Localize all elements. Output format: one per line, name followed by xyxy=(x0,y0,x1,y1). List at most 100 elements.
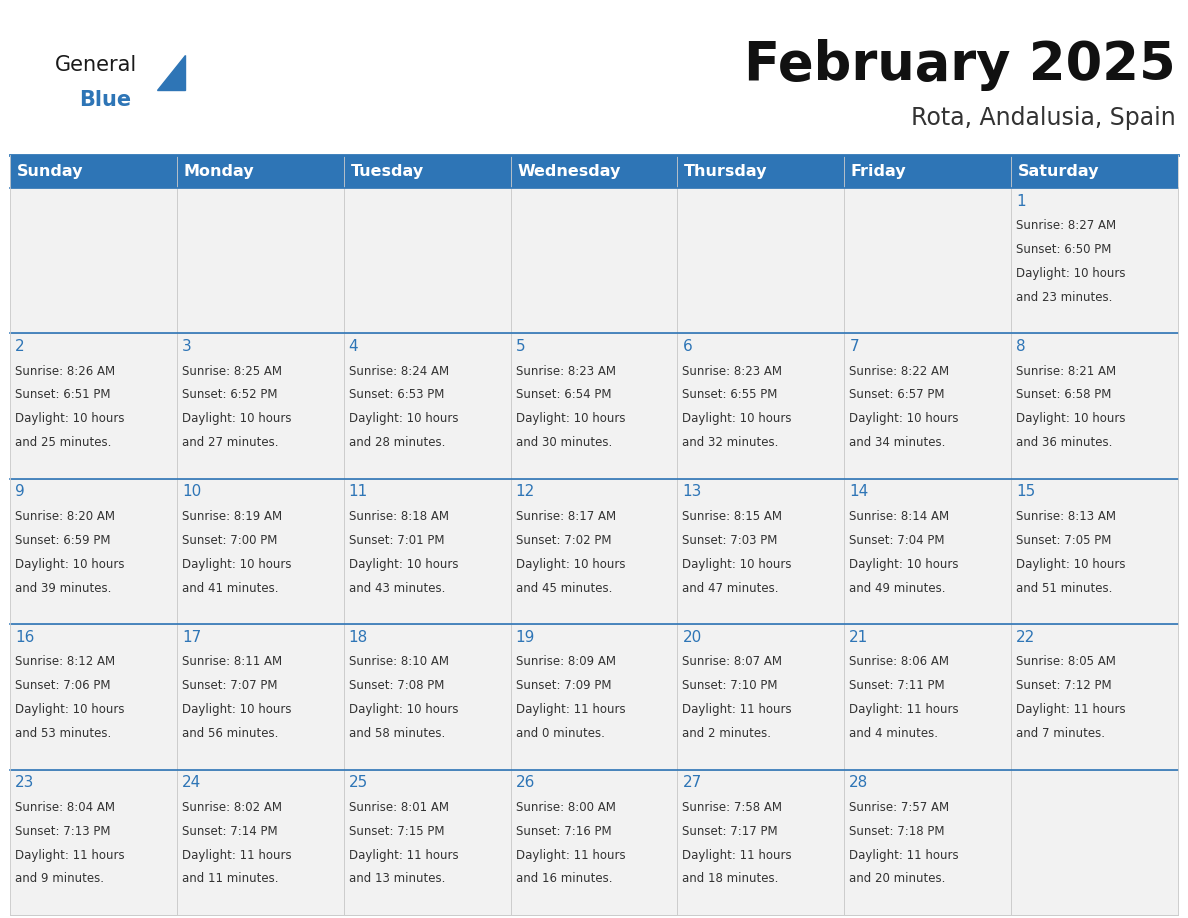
Text: Sunrise: 8:07 AM: Sunrise: 8:07 AM xyxy=(682,655,783,668)
Text: Sunrise: 8:02 AM: Sunrise: 8:02 AM xyxy=(182,800,282,814)
Text: Daylight: 10 hours: Daylight: 10 hours xyxy=(682,558,792,571)
Text: 2: 2 xyxy=(15,339,25,354)
Text: and 11 minutes.: and 11 minutes. xyxy=(182,872,278,886)
Text: and 23 minutes.: and 23 minutes. xyxy=(1016,291,1112,304)
Text: Sunrise: 8:11 AM: Sunrise: 8:11 AM xyxy=(182,655,282,668)
Text: Blue: Blue xyxy=(78,90,131,110)
Bar xyxy=(845,188,1011,333)
Text: Sunrise: 8:13 AM: Sunrise: 8:13 AM xyxy=(1016,510,1117,523)
Bar xyxy=(677,188,845,333)
Text: Sunrise: 8:06 AM: Sunrise: 8:06 AM xyxy=(849,655,949,668)
Text: Daylight: 11 hours: Daylight: 11 hours xyxy=(1016,703,1126,716)
Text: 1: 1 xyxy=(1016,194,1025,208)
Text: Sunset: 7:12 PM: Sunset: 7:12 PM xyxy=(1016,679,1112,692)
Text: Sunset: 7:09 PM: Sunset: 7:09 PM xyxy=(516,679,611,692)
Text: Daylight: 10 hours: Daylight: 10 hours xyxy=(349,703,459,716)
Text: and 32 minutes.: and 32 minutes. xyxy=(682,436,779,449)
Text: 10: 10 xyxy=(182,485,201,499)
Text: 27: 27 xyxy=(682,775,702,790)
Text: Sunrise: 8:17 AM: Sunrise: 8:17 AM xyxy=(516,510,615,523)
Text: Sunrise: 7:58 AM: Sunrise: 7:58 AM xyxy=(682,800,783,814)
Text: Sunset: 7:08 PM: Sunset: 7:08 PM xyxy=(349,679,444,692)
Text: 18: 18 xyxy=(349,630,368,644)
Text: and 45 minutes.: and 45 minutes. xyxy=(516,582,612,595)
Text: Sunrise: 8:25 AM: Sunrise: 8:25 AM xyxy=(182,364,282,377)
Text: and 53 minutes.: and 53 minutes. xyxy=(15,727,112,740)
Bar xyxy=(10,188,177,333)
Text: Daylight: 11 hours: Daylight: 11 hours xyxy=(682,703,792,716)
Text: Sunrise: 8:15 AM: Sunrise: 8:15 AM xyxy=(682,510,783,523)
Bar xyxy=(677,769,845,915)
Text: 7: 7 xyxy=(849,339,859,354)
Text: Sunrise: 8:10 AM: Sunrise: 8:10 AM xyxy=(349,655,449,668)
Text: and 0 minutes.: and 0 minutes. xyxy=(516,727,605,740)
Text: 17: 17 xyxy=(182,630,201,644)
Text: Sunrise: 8:27 AM: Sunrise: 8:27 AM xyxy=(1016,219,1117,232)
Bar xyxy=(845,624,1011,769)
Text: Sunset: 7:01 PM: Sunset: 7:01 PM xyxy=(349,534,444,547)
Text: Thursday: Thursday xyxy=(684,164,767,179)
Bar xyxy=(511,155,677,188)
Text: Monday: Monday xyxy=(183,164,254,179)
Polygon shape xyxy=(157,55,185,90)
Text: and 2 minutes.: and 2 minutes. xyxy=(682,727,771,740)
Text: Sunset: 6:54 PM: Sunset: 6:54 PM xyxy=(516,388,611,401)
Text: Sunrise: 8:00 AM: Sunrise: 8:00 AM xyxy=(516,800,615,814)
Bar xyxy=(10,624,177,769)
Text: Sunrise: 8:26 AM: Sunrise: 8:26 AM xyxy=(15,364,115,377)
Text: February 2025: February 2025 xyxy=(745,39,1176,91)
Text: Sunrise: 8:24 AM: Sunrise: 8:24 AM xyxy=(349,364,449,377)
Bar xyxy=(511,624,677,769)
Text: Sunset: 7:18 PM: Sunset: 7:18 PM xyxy=(849,824,944,838)
Text: Daylight: 11 hours: Daylight: 11 hours xyxy=(682,848,792,862)
Bar xyxy=(511,479,677,624)
Text: Sunset: 7:03 PM: Sunset: 7:03 PM xyxy=(682,534,778,547)
Text: 13: 13 xyxy=(682,485,702,499)
Text: Daylight: 11 hours: Daylight: 11 hours xyxy=(849,703,959,716)
Text: and 30 minutes.: and 30 minutes. xyxy=(516,436,612,449)
Text: Sunset: 7:00 PM: Sunset: 7:00 PM xyxy=(182,534,277,547)
Text: and 56 minutes.: and 56 minutes. xyxy=(182,727,278,740)
Text: Sunset: 7:07 PM: Sunset: 7:07 PM xyxy=(182,679,277,692)
Text: Sunrise: 8:23 AM: Sunrise: 8:23 AM xyxy=(682,364,783,377)
Text: 16: 16 xyxy=(15,630,34,644)
Text: Daylight: 10 hours: Daylight: 10 hours xyxy=(15,703,125,716)
Text: Sunset: 7:13 PM: Sunset: 7:13 PM xyxy=(15,824,110,838)
Bar xyxy=(1011,155,1178,188)
Text: Sunrise: 8:20 AM: Sunrise: 8:20 AM xyxy=(15,510,115,523)
Text: and 51 minutes.: and 51 minutes. xyxy=(1016,582,1112,595)
Text: Daylight: 10 hours: Daylight: 10 hours xyxy=(1016,558,1126,571)
Text: Tuesday: Tuesday xyxy=(350,164,423,179)
Text: 12: 12 xyxy=(516,485,535,499)
Bar xyxy=(10,333,177,479)
Text: 8: 8 xyxy=(1016,339,1025,354)
Text: and 28 minutes.: and 28 minutes. xyxy=(349,436,446,449)
Text: Daylight: 11 hours: Daylight: 11 hours xyxy=(15,848,125,862)
Text: Daylight: 11 hours: Daylight: 11 hours xyxy=(349,848,459,862)
Text: Sunset: 6:53 PM: Sunset: 6:53 PM xyxy=(349,388,444,401)
Text: Rota, Andalusia, Spain: Rota, Andalusia, Spain xyxy=(911,106,1176,130)
Text: 6: 6 xyxy=(682,339,693,354)
Text: and 18 minutes.: and 18 minutes. xyxy=(682,872,779,886)
Text: Sunset: 7:10 PM: Sunset: 7:10 PM xyxy=(682,679,778,692)
Text: and 27 minutes.: and 27 minutes. xyxy=(182,436,278,449)
Text: Friday: Friday xyxy=(851,164,906,179)
Bar xyxy=(343,769,511,915)
Text: Daylight: 11 hours: Daylight: 11 hours xyxy=(516,703,625,716)
Text: Sunset: 6:59 PM: Sunset: 6:59 PM xyxy=(15,534,110,547)
Text: Sunrise: 8:19 AM: Sunrise: 8:19 AM xyxy=(182,510,282,523)
Bar xyxy=(845,769,1011,915)
Text: 3: 3 xyxy=(182,339,191,354)
Text: 19: 19 xyxy=(516,630,535,644)
Text: Sunset: 7:17 PM: Sunset: 7:17 PM xyxy=(682,824,778,838)
Text: Sunset: 7:04 PM: Sunset: 7:04 PM xyxy=(849,534,944,547)
Text: Sunrise: 8:12 AM: Sunrise: 8:12 AM xyxy=(15,655,115,668)
Bar xyxy=(343,624,511,769)
Text: Daylight: 10 hours: Daylight: 10 hours xyxy=(516,412,625,425)
Text: 21: 21 xyxy=(849,630,868,644)
Text: and 13 minutes.: and 13 minutes. xyxy=(349,872,446,886)
Text: Daylight: 11 hours: Daylight: 11 hours xyxy=(182,848,291,862)
Bar xyxy=(511,769,677,915)
Text: and 49 minutes.: and 49 minutes. xyxy=(849,582,946,595)
Bar xyxy=(1011,769,1178,915)
